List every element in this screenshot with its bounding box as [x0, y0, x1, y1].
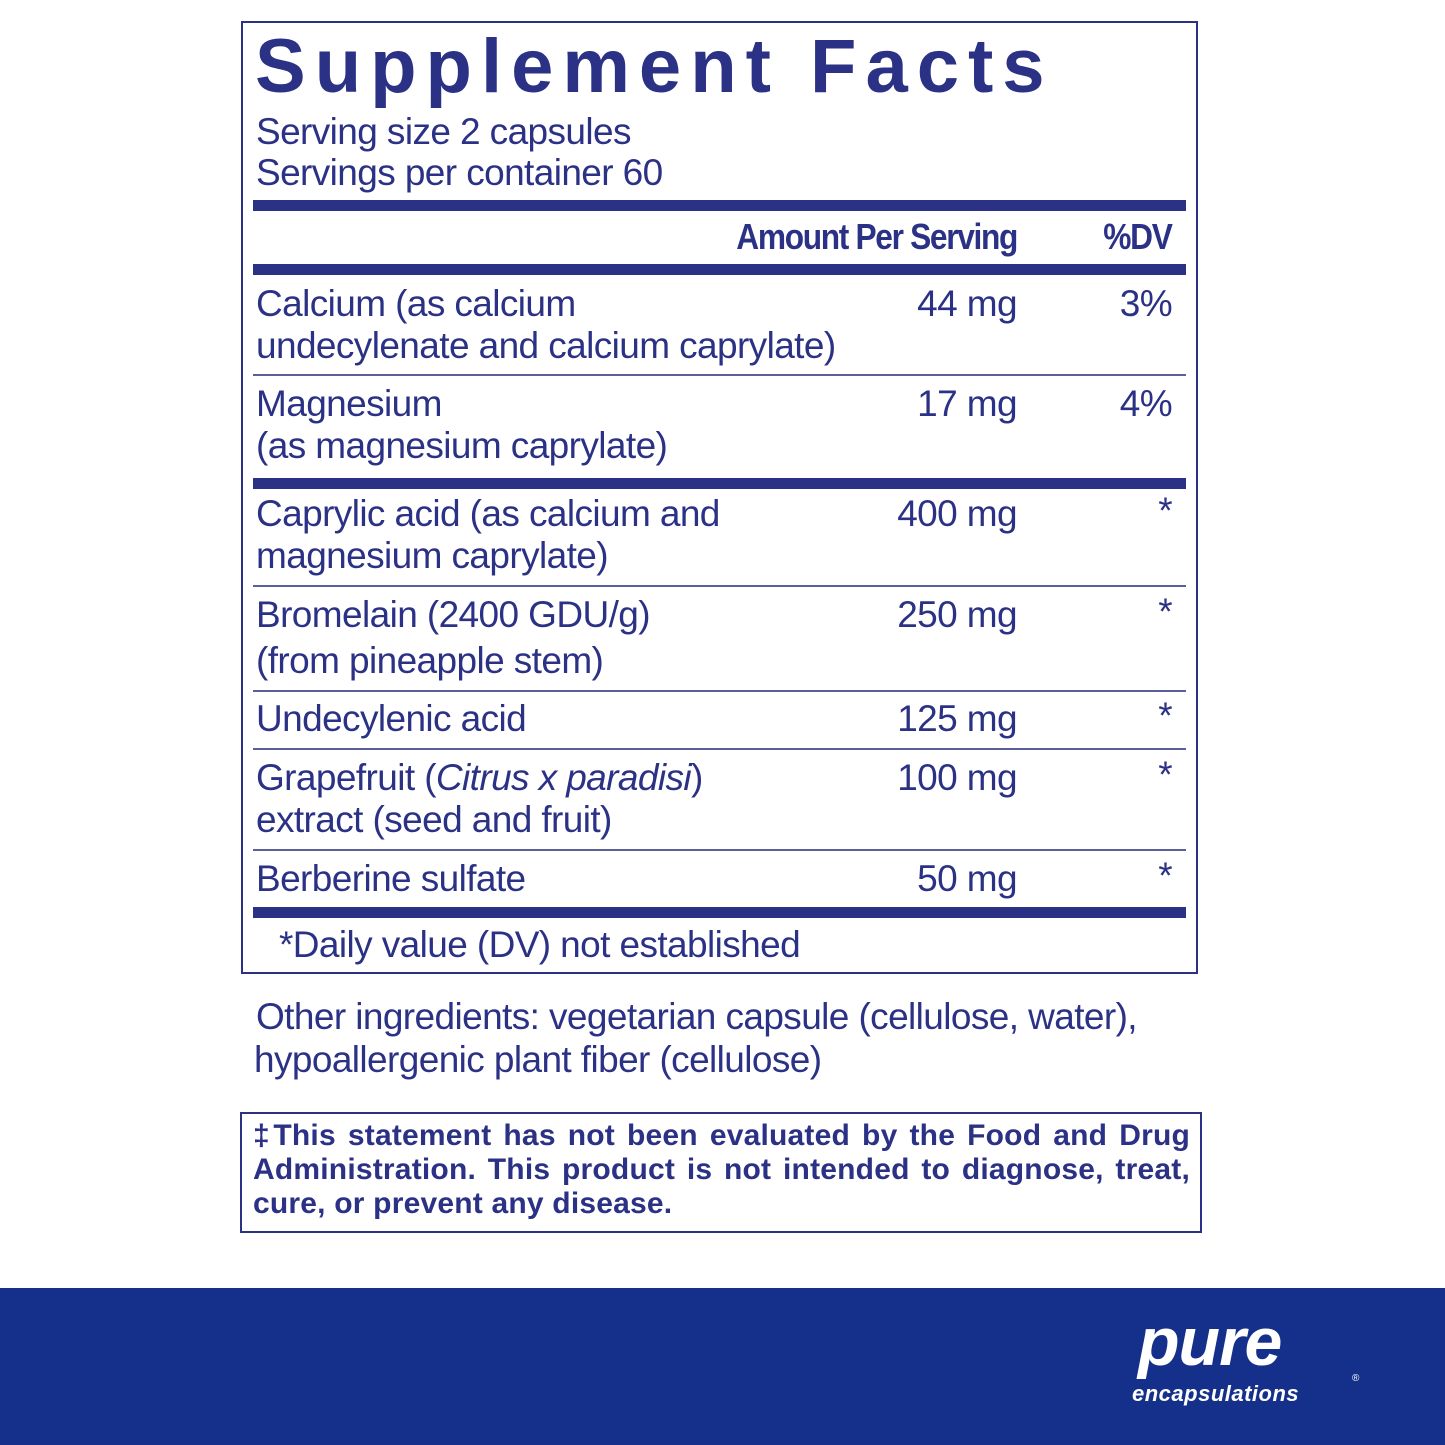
fda-disclaimer-box	[240, 1112, 1202, 1233]
ingredient-amount: 250 mg	[897, 594, 1017, 635]
nutrient-amount: 44 mg	[917, 283, 1017, 324]
other-ingredients-line: hypoallergenic plant fiber (cellulose)	[254, 1039, 822, 1080]
divider-thin	[253, 748, 1186, 750]
ingredient-name-cont: (from pineapple stem)	[256, 640, 604, 681]
serving-size: Serving size 2 capsules	[256, 111, 632, 152]
supplement-facts-panel	[241, 21, 1198, 974]
nutrient-name-cont: (as magnesium caprylate)	[256, 425, 668, 466]
divider-thin	[253, 690, 1186, 692]
brand-logo: pure	[1138, 1304, 1282, 1380]
botanical-name: Citrus x paradisi	[435, 757, 692, 798]
ingredient-amount: 100 mg	[897, 757, 1017, 798]
nutrient-name: Magnesium	[256, 383, 442, 424]
divider-thin	[253, 585, 1186, 587]
divider-thick	[253, 907, 1186, 918]
ingredient-dv: *	[1158, 490, 1172, 531]
nutrient-name-cont: undecylenate and calcium caprylate)	[256, 325, 836, 366]
ingredient-amount: 400 mg	[897, 493, 1017, 534]
divider-thick	[253, 478, 1186, 489]
ingredient-name: Caprylic acid (as calcium and	[256, 493, 720, 534]
ingredient-name-cont: extract (seed and fruit)	[256, 799, 612, 840]
registered-mark: ®	[1352, 1373, 1360, 1384]
fda-disclaimer: ‡This statement has not been evaluated b…	[253, 1119, 1190, 1220]
ingredient-dv: *	[1158, 855, 1172, 896]
divider-thick	[253, 200, 1186, 211]
panel-title: Supplement Facts	[255, 24, 1054, 109]
brand-logo-sub: encapsulations	[1132, 1381, 1300, 1406]
ingredient-name-part: Grapefruit (	[256, 757, 437, 798]
ingredient-amount: 50 mg	[917, 858, 1017, 899]
dv-footnote: *Daily value (DV) not established	[279, 924, 801, 965]
ingredient-name: Bromelain (2400 GDU/g)	[256, 594, 651, 635]
divider-thin	[253, 374, 1186, 376]
ingredient-dv: *	[1158, 591, 1172, 632]
divider-thick	[253, 264, 1186, 275]
ingredient-amount: 125 mg	[897, 698, 1017, 739]
ingredient-name: Berberine sulfate	[256, 858, 526, 899]
divider-thin	[253, 849, 1186, 851]
nutrient-amount: 17 mg	[917, 383, 1017, 424]
nutrient-dv: 3%	[1119, 283, 1173, 324]
header-dv: %DV	[1103, 216, 1174, 257]
nutrient-dv: 4%	[1119, 383, 1173, 424]
ingredient-name: Grapefruit (Citrus x paradisi)	[256, 757, 703, 799]
ingredient-name-cont: magnesium caprylate)	[256, 535, 609, 576]
ingredient-dv: *	[1158, 754, 1172, 795]
nutrient-name: Calcium (as calcium	[256, 283, 576, 324]
header-amount: Amount Per Serving	[736, 216, 1018, 257]
servings-per-container: Servings per container 60	[256, 152, 663, 193]
ingredient-dv: *	[1158, 695, 1172, 736]
other-ingredients-line: Other ingredients: vegetarian capsule (c…	[256, 996, 1138, 1037]
brand-footer	[0, 1288, 1445, 1445]
ingredient-name-part: )	[690, 757, 703, 798]
ingredient-name: Undecylenic acid	[256, 698, 527, 739]
